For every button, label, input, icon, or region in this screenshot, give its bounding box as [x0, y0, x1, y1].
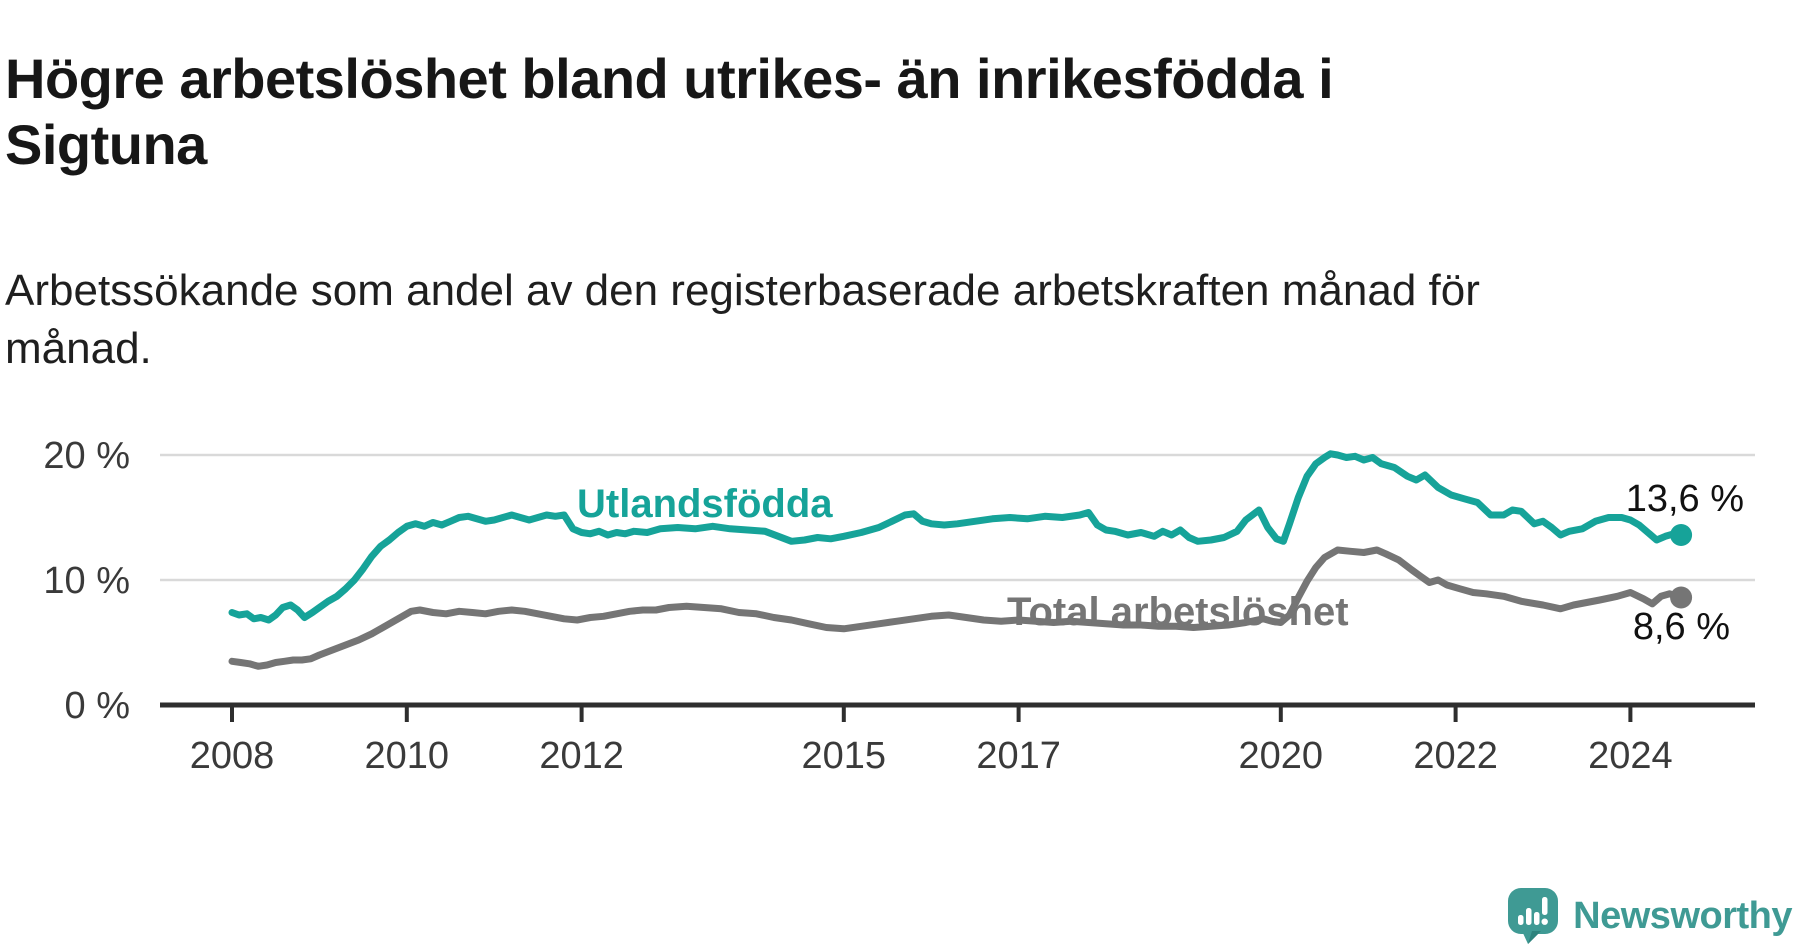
series-line-total-arbetsloshet: [228, 546, 1685, 670]
page-subtitle: Arbetssökande som andel av den registerb…: [5, 266, 1480, 374]
series-label-utlandsfodda: Utlandsfödda: [577, 482, 833, 526]
series-line-utlandsfodda: [228, 450, 1685, 624]
x-tick-label-2020: 2020: [1239, 735, 1324, 777]
x-tick-label-2008: 2008: [190, 735, 275, 777]
brand-footer: Newsworthy: [1507, 886, 1792, 946]
series-end-dot-total-arbetsloshet: [1670, 586, 1693, 609]
series-end-dot-utlandsfodda: [1670, 524, 1693, 546]
y-tick-label-0: 0 %: [65, 685, 130, 727]
x-tick-label-2015: 2015: [802, 735, 887, 777]
newsworthy-logo-icon: [1508, 888, 1559, 944]
x-tick-label-2012: 2012: [539, 735, 624, 777]
page-title: Högre arbetslöshet bland utrikes- än inr…: [5, 46, 1334, 176]
y-tick-label-20: 20 %: [43, 435, 130, 477]
x-tick-label-2017: 2017: [976, 735, 1061, 777]
x-tick-label-2022: 2022: [1413, 735, 1498, 777]
x-tick-label-2010: 2010: [365, 735, 450, 777]
end-value-total-arbetsloshet: 8,6 %: [1632, 606, 1730, 648]
y-tick-label-10: 10 %: [43, 560, 130, 602]
end-value-utlandsfodda: 13,6 %: [1625, 478, 1744, 520]
series-label-total-arbetsloshet: Total arbetslöshet: [1007, 590, 1349, 634]
x-tick-label-2024: 2024: [1588, 735, 1673, 777]
brand-name: Newsworthy: [1573, 894, 1792, 937]
